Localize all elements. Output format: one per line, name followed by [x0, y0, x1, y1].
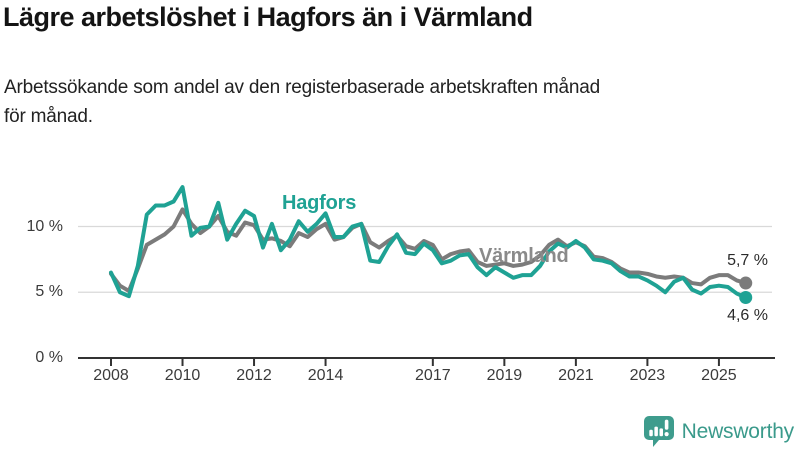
varmland-latest-value-label: 5,7 %: [727, 252, 768, 269]
värmland-end-dot: [739, 276, 753, 290]
newsworthy-logo[interactable]: Newsworthy: [643, 415, 794, 448]
subtitle-line-2: för månad.: [4, 106, 93, 127]
x-axis-tick-label: 2008: [93, 367, 129, 384]
headline: Lägre arbetslöshet i Hagfors än i Värmla…: [3, 2, 533, 32]
värmland-line: [109, 207, 748, 293]
hagfors-latest-value-label: 4,6 %: [727, 307, 768, 324]
hagfors-series-label: Hagfors: [282, 192, 357, 214]
x-axis-tick-label: 2014: [307, 367, 344, 384]
y-axis-tick-label: 10 %: [26, 217, 63, 235]
x-axis-tick-label: 2019: [486, 367, 523, 384]
y-axis-tick-label: 0 %: [35, 349, 63, 366]
subtitle-line-1: Arbetssökande som andel av den registerb…: [4, 77, 601, 98]
x-axis-tick-label: 2023: [629, 367, 666, 384]
newsworthy-brand-text: Newsworthy: [681, 419, 795, 443]
x-axis-tick-label: 2021: [558, 367, 594, 384]
x-axis-tick-label: 2012: [236, 367, 272, 384]
x-axis-tick-label: 2025: [701, 367, 737, 384]
x-axis-tick-label: 2017: [415, 367, 451, 384]
subtitle: Arbetssökande som andel av den registerb…: [4, 73, 600, 131]
hagfors-line: [109, 185, 748, 300]
y-axis-tick-label: 5 %: [35, 283, 63, 301]
varmland-series-label: Värmland: [479, 245, 569, 267]
newsworthy-logo-icon: [643, 416, 674, 447]
hagfors-end-dot: [739, 291, 753, 305]
x-axis-tick-label: 2010: [164, 367, 201, 384]
